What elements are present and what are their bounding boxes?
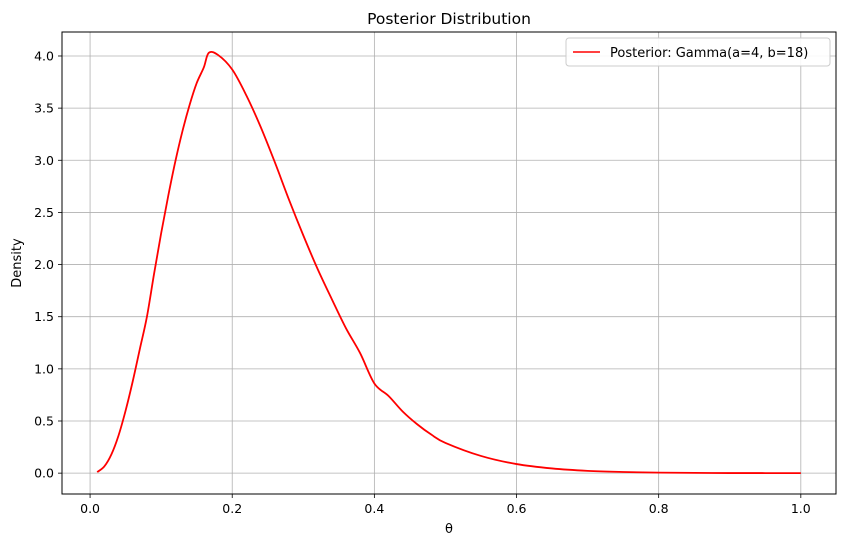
x-tick-label: 0.8	[649, 501, 669, 516]
x-tick-label: 0.6	[507, 501, 527, 516]
x-tick-label: 0.4	[364, 501, 384, 516]
legend-label: Posterior: Gamma(a=4, b=18)	[610, 46, 808, 61]
series-layer	[96, 50, 801, 475]
x-tick-label: 0.2	[222, 501, 242, 516]
y-tick-label: 3.5	[34, 101, 54, 116]
y-tick-label: 0.0	[34, 466, 54, 481]
y-tick-label: 3.0	[34, 153, 54, 168]
y-tick-label: 1.5	[34, 309, 54, 324]
legend-box	[565, 37, 831, 67]
y-tick-label: 4.0	[34, 48, 54, 63]
chart-title: Posterior Distribution	[367, 10, 531, 28]
y-tick-label: 2.0	[34, 257, 54, 272]
x-axis-ticks: 0.0 0.2 0.4 0.6 0.8 1.0	[80, 494, 811, 516]
y-axis-ticks: 0.0 0.5 1.0 1.5 2.0 2.5 3.0 3.5 4.0	[34, 48, 62, 481]
legend: Posterior: Gamma(a=4, b=18)	[565, 37, 831, 67]
grid	[62, 32, 836, 494]
y-tick-label: 2.5	[34, 205, 54, 220]
y-tick-label: 0.5	[34, 413, 54, 428]
x-tick-label: 1.0	[791, 501, 811, 516]
x-axis-label: θ	[445, 522, 453, 537]
y-axis-label: Density	[10, 238, 25, 288]
x-tick-label: 0.0	[80, 501, 100, 516]
y-tick-label: 1.0	[34, 361, 54, 376]
plot-frame	[61, 31, 837, 495]
series-line	[96, 50, 801, 475]
